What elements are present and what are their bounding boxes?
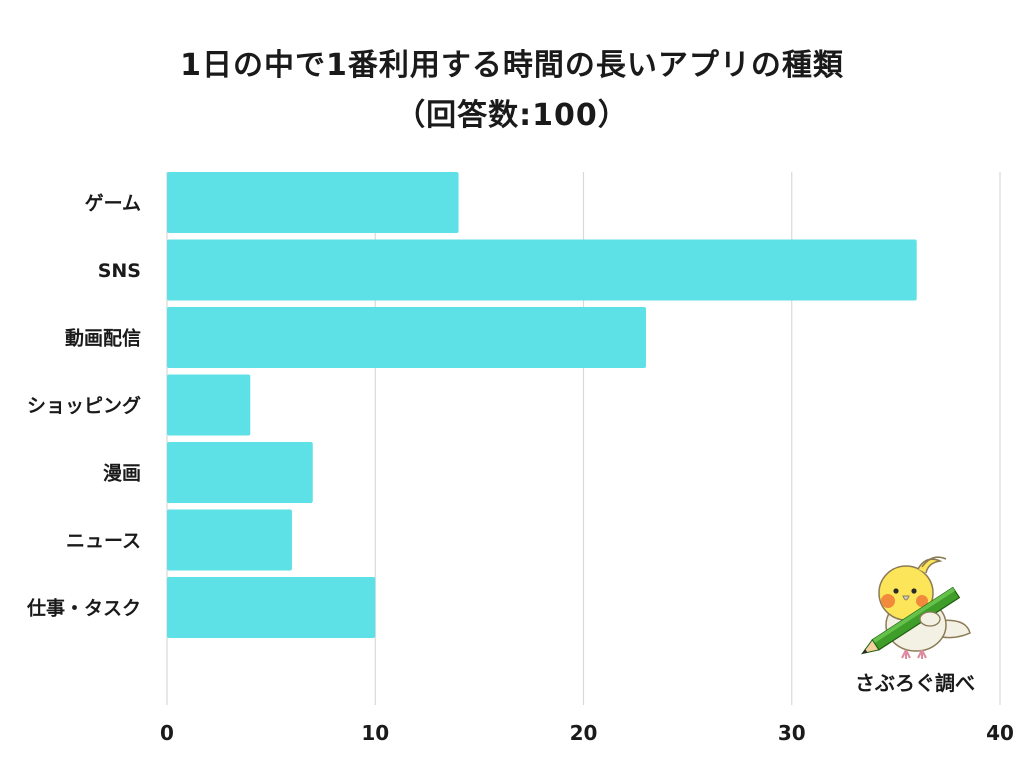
source-credit: さぶろぐ調べ [820,667,1010,696]
cockatiel-bird-with-pencil-icon [848,555,978,667]
bar [167,172,459,233]
bar [167,240,917,301]
category-label: SNS [98,260,141,282]
category-label: 仕事・タスク [26,597,141,620]
x-tick-label: 20 [570,721,598,745]
category-label: 漫画 [103,463,141,485]
bar [167,307,646,368]
category-label: ショッピング [27,394,141,417]
bar [167,510,292,571]
x-tick-label: 40 [986,721,1014,745]
category-label: 動画配信 [65,327,141,350]
category-label: ニュース [66,530,141,552]
bar [167,577,375,638]
bar [167,375,250,436]
x-tick-label: 30 [778,721,806,745]
category-label: ゲーム [85,193,141,215]
x-tick-label: 0 [160,721,174,745]
x-tick-label: 10 [361,721,389,745]
bar [167,442,313,503]
